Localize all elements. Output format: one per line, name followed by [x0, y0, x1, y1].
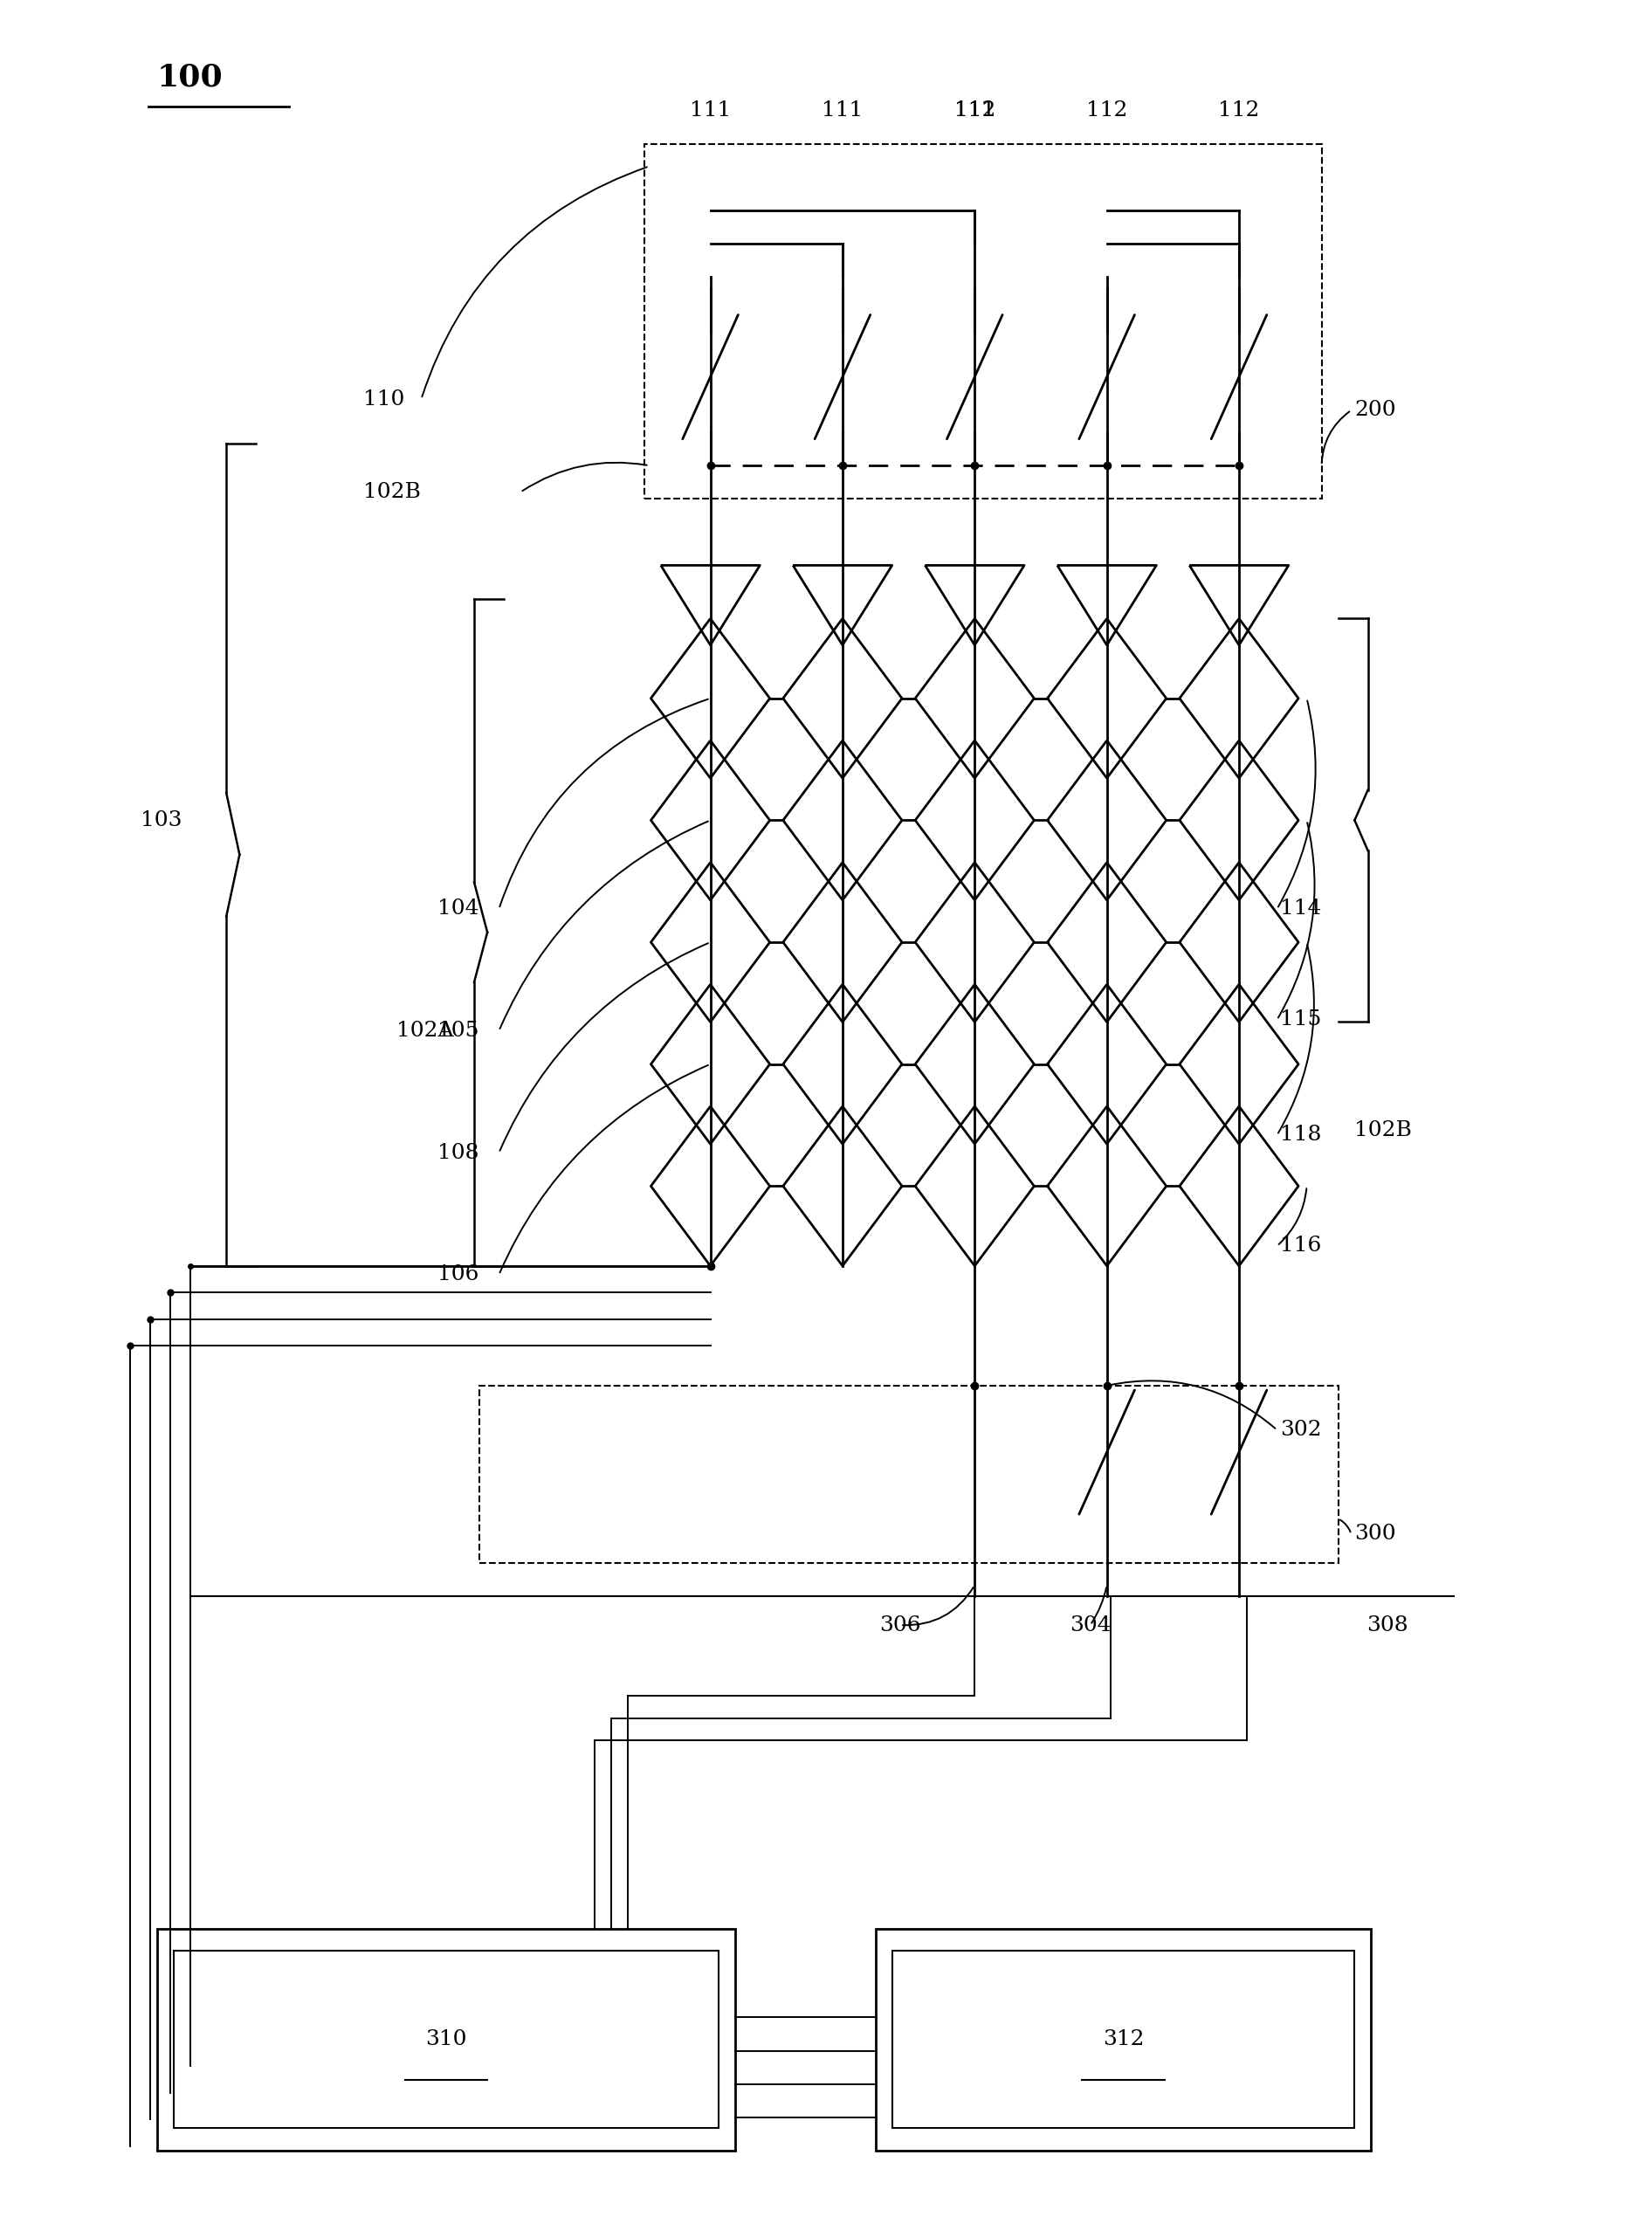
- Text: 306: 306: [879, 1614, 922, 1636]
- Text: 304: 304: [1069, 1614, 1112, 1636]
- Text: 200: 200: [1355, 399, 1396, 421]
- Bar: [479, 1386, 1338, 1563]
- Bar: [157, 1929, 735, 2150]
- Text: 310: 310: [425, 2029, 468, 2051]
- Text: 103: 103: [140, 809, 182, 831]
- Text: 308: 308: [1366, 1614, 1409, 1636]
- Text: 112: 112: [953, 100, 996, 122]
- Text: 115: 115: [1280, 1009, 1322, 1031]
- Text: 312: 312: [1102, 2029, 1145, 2051]
- Text: 110: 110: [363, 388, 405, 410]
- Text: 111: 111: [823, 100, 862, 122]
- Text: 300: 300: [1355, 1523, 1396, 1545]
- Text: 102A: 102A: [396, 1020, 454, 1042]
- Text: 302: 302: [1280, 1419, 1322, 1441]
- Text: 118: 118: [1280, 1124, 1322, 1146]
- Bar: [892, 1951, 1355, 2128]
- Text: 102B: 102B: [1355, 1120, 1412, 1142]
- Text: 100: 100: [157, 62, 223, 93]
- Bar: [876, 1929, 1371, 2150]
- Text: 108: 108: [438, 1142, 479, 1164]
- Text: 112: 112: [1085, 100, 1128, 122]
- Text: 111: 111: [691, 100, 730, 122]
- Text: 102B: 102B: [363, 481, 421, 503]
- Text: 112: 112: [1218, 100, 1260, 122]
- Text: 116: 116: [1280, 1235, 1322, 1257]
- Text: 105: 105: [438, 1020, 479, 1042]
- Bar: [644, 144, 1322, 499]
- Text: 104: 104: [438, 898, 479, 920]
- Text: 111: 111: [955, 100, 995, 122]
- Text: 106: 106: [438, 1264, 479, 1286]
- Bar: [173, 1951, 719, 2128]
- Text: 114: 114: [1280, 898, 1322, 920]
